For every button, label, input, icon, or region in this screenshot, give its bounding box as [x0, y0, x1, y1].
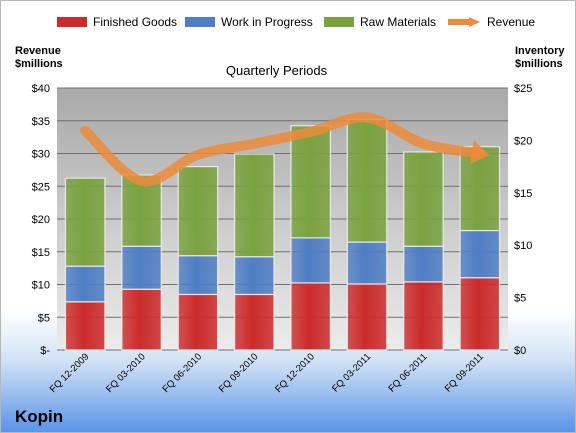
legend-item-raw-materials: Raw Materials [324, 15, 436, 29]
left-tick-label: $30 [32, 149, 50, 161]
legend-label-work-in-progress: Work in Progress [221, 15, 313, 29]
bar-raw-materials [64, 177, 106, 267]
bar-raw-materials [121, 174, 162, 247]
legend-swatch-raw-materials [324, 17, 354, 27]
bar-finished-goods [459, 277, 501, 351]
x-tick-label: FQ 06-2010 [160, 351, 204, 395]
right-tick-label: $0 [514, 345, 526, 357]
chart-title: Quarterly Periods [226, 63, 328, 78]
left-tick-label: $20 [32, 214, 50, 226]
bar-work-in-progress [459, 229, 501, 279]
legend: Finished Goods Work in Progress Raw Mate… [1, 15, 575, 33]
left-axis-label: Revenue $millions [15, 45, 63, 71]
bar-work-in-progress [403, 245, 444, 283]
legend-swatch-work-in-progress [185, 17, 215, 27]
right-tick-label: $25 [514, 83, 532, 95]
legend-arrow-icon [448, 17, 480, 27]
left-tick-label: $40 [32, 83, 50, 95]
bar-work-in-progress [64, 265, 106, 303]
legend-item-work-in-progress: Work in Progress [185, 15, 313, 29]
right-axis-label: Inventory $millions [515, 45, 565, 71]
bar-finished-goods [403, 281, 444, 351]
left-tick-label: $10 [32, 280, 50, 292]
left-tick-label: $5 [38, 312, 50, 324]
left-tick-label: $25 [32, 181, 50, 193]
x-tick-label: FQ 09-2011 [443, 351, 486, 394]
x-tick-label: FQ 09-2010 [217, 351, 261, 395]
right-tick-label: $5 [514, 293, 526, 305]
x-tick-label: FQ 03-2011 [330, 351, 373, 394]
bar-finished-goods [290, 282, 332, 351]
bar-work-in-progress [177, 255, 219, 296]
legend-label-finished-goods: Finished Goods [93, 15, 178, 29]
bar-finished-goods [177, 293, 219, 351]
bar-raw-materials [290, 125, 332, 239]
bar-raw-materials [346, 118, 388, 243]
right-tick-label: $10 [514, 240, 532, 252]
left-tick-label: $- [40, 345, 50, 357]
x-tick-label: FQ 12-2009 [48, 351, 92, 395]
right-tick-label: $15 [514, 188, 532, 200]
x-tick-label: FQ 06-2011 [386, 351, 429, 394]
bar-finished-goods [346, 283, 388, 351]
bar-finished-goods [121, 288, 162, 351]
left-axis-label-line1: Revenue [15, 45, 61, 57]
bar-finished-goods [64, 301, 106, 351]
legend-label-raw-materials: Raw Materials [360, 15, 437, 29]
legend-label-revenue: Revenue [487, 15, 536, 29]
left-tick-label: $15 [32, 247, 50, 259]
x-tick-label: FQ 03-2010 [104, 351, 148, 395]
bar-work-in-progress [346, 241, 388, 285]
left-axis-label-line2: $millions [15, 58, 63, 70]
legend-item-revenue: Revenue [447, 15, 535, 29]
legend-item-finished-goods: Finished Goods [57, 15, 177, 29]
right-axis-label-line1: Inventory [515, 45, 565, 57]
bar-finished-goods [233, 293, 275, 351]
x-tick-label: FQ 12-2010 [273, 351, 317, 395]
revenue-line [80, 112, 485, 187]
revenue-arrowhead [469, 140, 490, 164]
bar-work-in-progress [233, 256, 275, 296]
bar-work-in-progress [121, 245, 162, 290]
bar-work-in-progress [290, 237, 332, 284]
bar-raw-materials [233, 153, 275, 258]
bar-raw-materials [403, 151, 444, 247]
right-tick-label: $20 [514, 135, 532, 147]
left-tick-label: $35 [32, 116, 50, 128]
legend-swatch-finished-goods [57, 17, 87, 27]
right-axis-label-line2: $millions [515, 58, 563, 70]
bar-raw-materials [177, 166, 219, 257]
company-name: Kopin [15, 407, 64, 426]
